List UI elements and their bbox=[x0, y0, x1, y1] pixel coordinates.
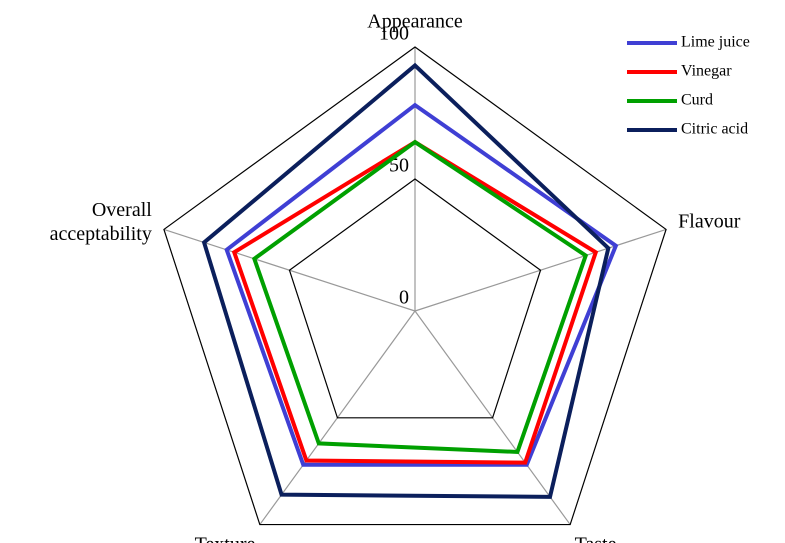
grid-ring bbox=[163, 46, 667, 526]
axis-label: Taste bbox=[575, 533, 617, 543]
grid-ring bbox=[288, 178, 542, 419]
axis-label: Texture bbox=[195, 533, 256, 543]
series-line bbox=[201, 62, 611, 499]
legend: Lime juice Vinegar Curd Citric acid bbox=[627, 34, 750, 138]
tick-label: 50 bbox=[389, 155, 409, 177]
legend-label: Curd bbox=[681, 92, 713, 109]
series-line bbox=[251, 139, 589, 455]
legend-label: Citric acid bbox=[681, 121, 748, 138]
axis-label: Flavour bbox=[678, 210, 741, 232]
axis-label: Overall acceptability bbox=[50, 198, 153, 244]
legend-label: Lime juice bbox=[681, 34, 750, 51]
tick-label: 0 bbox=[399, 287, 409, 309]
legend-label: Vinegar bbox=[681, 63, 732, 80]
series-line bbox=[231, 139, 599, 465]
tick-label: 100 bbox=[379, 23, 409, 45]
axis-label: Appearance bbox=[367, 10, 463, 32]
series-line bbox=[224, 102, 619, 467]
